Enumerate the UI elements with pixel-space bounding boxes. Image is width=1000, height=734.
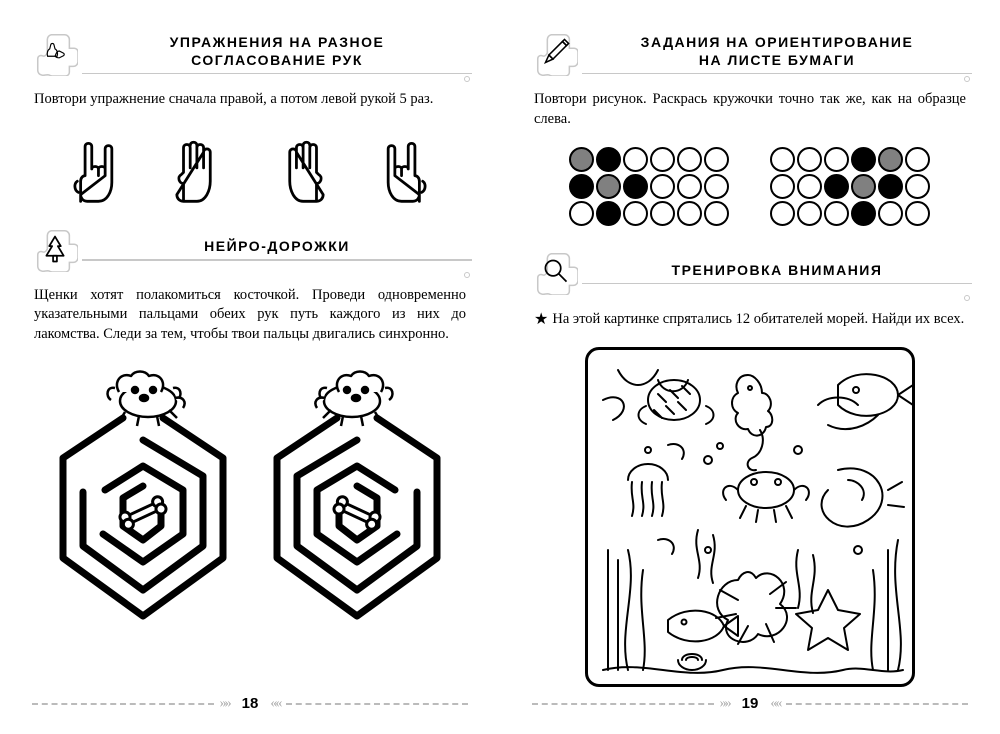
- section-title: ЗАДАНИЯ НА ОРИЕНТИРОВАНИЕ НА ЛИСТЕ БУМАГ…: [586, 34, 968, 72]
- grid-circle: [650, 147, 675, 172]
- grid-circle: [704, 147, 729, 172]
- grid-circle: [851, 201, 876, 226]
- page-footer: »» 19 ««: [532, 695, 968, 712]
- grid-circle: [623, 147, 648, 172]
- grid-circle: [596, 147, 621, 172]
- hands-icon: [32, 30, 78, 76]
- grid-circle: [878, 201, 903, 226]
- grid-circle: [905, 201, 930, 226]
- grid-circle: [770, 201, 795, 226]
- grid-circle: [851, 147, 876, 172]
- grid-circle: [878, 174, 903, 199]
- grid-circle: [878, 147, 903, 172]
- circle-grid-left: [569, 147, 730, 227]
- arrow-right-icon: »»: [720, 696, 730, 712]
- section-title: УПРАЖНЕНИЯ НА РАЗНОЕ СОГЛАСОВАНИЕ РУК: [86, 34, 468, 72]
- instruction-text: ★На этой картинке спрятались 12 обитател…: [534, 309, 966, 331]
- grid-circle: [824, 201, 849, 226]
- section-title: ТРЕНИРОВКА ВНИМАНИЯ: [586, 262, 968, 283]
- arrow-left-icon: ««: [270, 696, 280, 712]
- section-header-attention: ТРЕНИРОВКА ВНИМАНИЯ: [532, 249, 968, 295]
- grid-circle: [704, 201, 729, 226]
- grid-circle: [677, 147, 702, 172]
- hand-horns-right-icon: [371, 130, 441, 208]
- grid-circle: [650, 174, 675, 199]
- right-page: ЗАДАНИЯ НА ОРИЕНТИРОВАНИЕ НА ЛИСТЕ БУМАГ…: [500, 0, 1000, 734]
- instruction-text: Повтори упражнение сначала правой, а пот…: [34, 90, 466, 110]
- grid-circle: [797, 174, 822, 199]
- grid-circle: [905, 147, 930, 172]
- page-number: 18: [236, 695, 265, 712]
- hidden-picture-box: [585, 347, 915, 687]
- arrow-right-icon: »»: [220, 696, 230, 712]
- arrow-left-icon: ««: [770, 696, 780, 712]
- tree-icon: [32, 226, 78, 272]
- section-header-tracks: НЕЙРО-ДОРОЖКИ: [32, 226, 468, 272]
- grid-circle: [596, 174, 621, 199]
- hand-open-palm-icon: [163, 130, 233, 208]
- grid-circle: [704, 174, 729, 199]
- grid-circle: [569, 147, 594, 172]
- circle-grid-right: [770, 147, 931, 227]
- grid-circle: [650, 201, 675, 226]
- grid-circle: [677, 201, 702, 226]
- pencil-icon: [532, 30, 578, 76]
- hex-maze-left: [43, 358, 243, 628]
- section-header-hands: УПРАЖНЕНИЯ НА РАЗНОЕ СОГЛАСОВАНИЕ РУК: [32, 30, 468, 76]
- grid-circle: [677, 174, 702, 199]
- pin-dot: [964, 76, 970, 82]
- grid-circle: [824, 147, 849, 172]
- instruction-text: Щенки хотят полакомиться косточкой. Пров…: [34, 286, 466, 345]
- pin-dot: [464, 76, 470, 82]
- grid-circle: [797, 147, 822, 172]
- maze-area: [32, 358, 468, 714]
- hand-signs-row: [42, 128, 458, 208]
- grid-circle: [569, 174, 594, 199]
- hand-open-palm-icon: [267, 130, 337, 208]
- section-title: НЕЙРО-ДОРОЖКИ: [86, 238, 468, 259]
- hand-horns-left-icon: [59, 130, 129, 208]
- instruction-body: На этой картинке спрятались 12 обитателе…: [552, 311, 964, 327]
- grid-circle: [797, 201, 822, 226]
- grid-circle: [905, 174, 930, 199]
- star-icon: ★: [534, 309, 548, 331]
- hex-maze-right: [257, 358, 457, 628]
- pin-dot: [964, 295, 970, 301]
- instruction-text: Повтори рисунок. Раскрась кружочки точно…: [534, 90, 966, 129]
- grid-circle: [569, 201, 594, 226]
- grid-circle: [770, 174, 795, 199]
- pin-dot: [464, 272, 470, 278]
- magnifier-icon: [532, 249, 578, 295]
- section-header-orientation: ЗАДАНИЯ НА ОРИЕНТИРОВАНИЕ НА ЛИСТЕ БУМАГ…: [532, 30, 968, 76]
- grid-circle: [851, 174, 876, 199]
- grid-circle: [596, 201, 621, 226]
- page-footer: »» 18 ««: [32, 695, 468, 712]
- grid-circle: [623, 174, 648, 199]
- grid-circle: [824, 174, 849, 199]
- circle-grids: [532, 147, 968, 227]
- grid-circle: [770, 147, 795, 172]
- page-number: 19: [736, 695, 765, 712]
- grid-circle: [623, 201, 648, 226]
- left-page: УПРАЖНЕНИЯ НА РАЗНОЕ СОГЛАСОВАНИЕ РУК По…: [0, 0, 500, 734]
